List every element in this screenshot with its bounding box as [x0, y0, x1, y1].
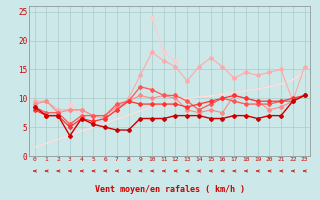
Text: Vent moyen/en rafales ( km/h ): Vent moyen/en rafales ( km/h ): [95, 186, 244, 194]
